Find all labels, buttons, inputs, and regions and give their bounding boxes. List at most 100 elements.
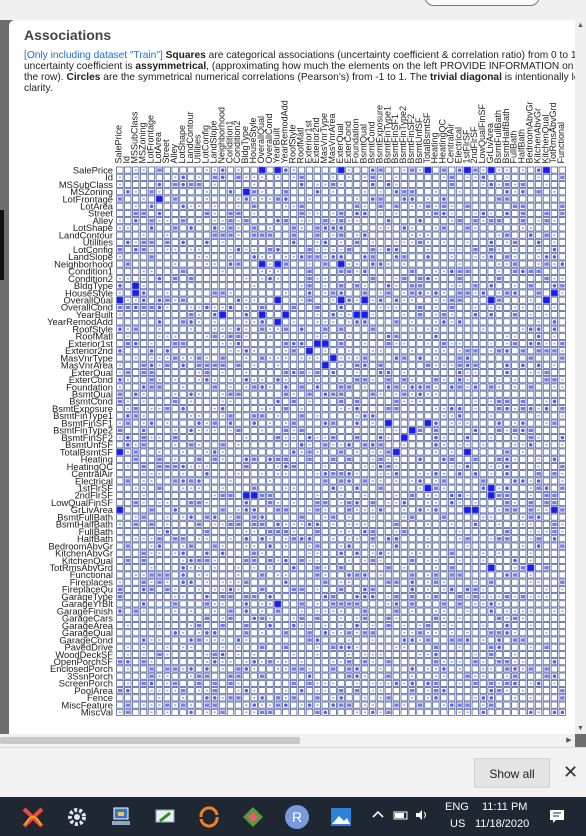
matrix-cell <box>376 376 385 384</box>
matrix-cell-dot <box>553 364 556 367</box>
matrix-cell <box>527 361 535 369</box>
matrix-cell-circle <box>331 255 336 259</box>
matrix-cell-mark <box>544 566 549 570</box>
matrix-cell <box>155 311 163 319</box>
matrix-cell-circle <box>197 421 201 425</box>
matrix-cell-strong <box>464 507 471 513</box>
matrix-cell <box>424 332 432 340</box>
matrix-cell-dot <box>474 501 477 504</box>
matrix-cell <box>440 282 448 290</box>
matrix-cell-mark <box>259 233 265 237</box>
matrix-cell <box>171 499 179 507</box>
matrix-cell <box>250 477 258 485</box>
matrix-cell-circle <box>189 580 193 585</box>
matrix-cell-dot <box>237 349 240 352</box>
matrix-cell-mark <box>173 399 178 404</box>
matrix-cell <box>487 332 495 340</box>
matrix-cell <box>471 296 479 304</box>
matrix-cell <box>479 578 487 586</box>
matrix-cell <box>147 557 156 564</box>
matrix-cell-mark <box>275 508 281 512</box>
matrix-cell <box>511 390 519 398</box>
matrix-cell <box>147 275 156 282</box>
matrix-cell-circle <box>505 363 509 368</box>
matrix-cell-dot <box>197 393 201 396</box>
matrix-cell <box>384 477 393 485</box>
matrix-cell-dot <box>126 400 129 403</box>
matrix-cell <box>250 448 258 456</box>
matrix-cell <box>211 340 219 348</box>
matrix-cell <box>400 181 408 188</box>
matrix-cell <box>266 390 274 398</box>
matrix-cell-strong <box>219 311 226 318</box>
matrix-col-label: ExterQual <box>335 123 345 163</box>
matrix-cell <box>171 325 179 333</box>
matrix-cell-dot <box>221 371 224 374</box>
matrix-cell <box>479 332 487 340</box>
matrix-cell <box>463 231 472 239</box>
matrix-cell <box>187 571 195 579</box>
matrix-cell <box>455 426 464 434</box>
matrix-cell <box>290 260 298 268</box>
matrix-cell-dot <box>332 299 335 302</box>
matrix-cell-dot <box>276 574 280 576</box>
matrix-cell-strong <box>116 297 123 303</box>
matrix-cell <box>297 455 306 463</box>
matrix-row-label: EnclosedPorch <box>50 663 113 674</box>
matrix-cell-dot <box>197 443 201 446</box>
matrix-cell <box>290 405 298 413</box>
matrix-cell <box>258 463 266 470</box>
matrix-row-label: LotConfig <box>73 244 113 255</box>
matrix-cell <box>400 231 408 239</box>
browser-top-pill[interactable] <box>424 0 540 6</box>
matrix-cell <box>455 238 464 246</box>
matrix-cell <box>392 260 400 268</box>
matrix-cell <box>455 173 464 181</box>
matrix-cell-dot <box>205 335 208 338</box>
matrix-cell-dot <box>434 313 438 316</box>
matrix-cell-dot <box>221 219 224 222</box>
matrix-cell <box>527 217 535 225</box>
matrix-cell <box>163 202 171 210</box>
matrix-cell-mark <box>323 500 328 505</box>
matrix-cell-dot <box>403 263 406 266</box>
matrix-cell <box>179 260 187 268</box>
matrix-cell <box>503 296 511 304</box>
matrix-cell <box>337 412 345 420</box>
matrix-col-label: Neighborhood <box>216 107 226 164</box>
matrix-cell-dot <box>371 465 374 468</box>
matrix-cell <box>353 173 361 181</box>
matrix-cell-mark <box>331 291 336 295</box>
matrix-cell-dot <box>205 451 208 453</box>
matrix-cell <box>297 499 306 507</box>
matrix-cell <box>187 332 195 340</box>
matrix-cell-circle <box>370 197 375 201</box>
matrix-cell-dot <box>474 400 477 403</box>
matrix-cell-dot <box>450 205 453 208</box>
matrix-cell <box>463 477 472 485</box>
matrix-cell <box>266 361 274 369</box>
matrix-cell-dot <box>466 386 469 388</box>
matrix-cell-circle <box>457 377 462 382</box>
matrix-cell-circle <box>552 457 557 462</box>
matrix-cell <box>155 282 163 290</box>
matrix-cell <box>519 491 527 499</box>
matrix-cell <box>408 535 416 543</box>
matrix-cell <box>424 412 432 420</box>
matrix-cell <box>479 318 487 326</box>
matrix-cell-mark <box>402 356 407 360</box>
matrix-cell <box>242 202 250 210</box>
matrix-cell-strong <box>322 340 329 347</box>
matrix-cell <box>550 296 558 304</box>
matrix-cell-dot <box>419 400 422 403</box>
matrix-cell-circle <box>347 298 351 303</box>
matrix-cell-mark <box>473 284 478 288</box>
matrix-cell-dot <box>245 321 248 323</box>
matrix-row-label: ScreenPorch <box>59 678 113 689</box>
matrix-cell-circle <box>205 551 209 556</box>
matrix-cell-dot <box>363 342 366 345</box>
matrix-cell-dot <box>513 306 517 309</box>
matrix-cell-circle <box>244 457 249 462</box>
matrix-cell-circle <box>173 508 178 512</box>
matrix-cell <box>479 267 487 275</box>
